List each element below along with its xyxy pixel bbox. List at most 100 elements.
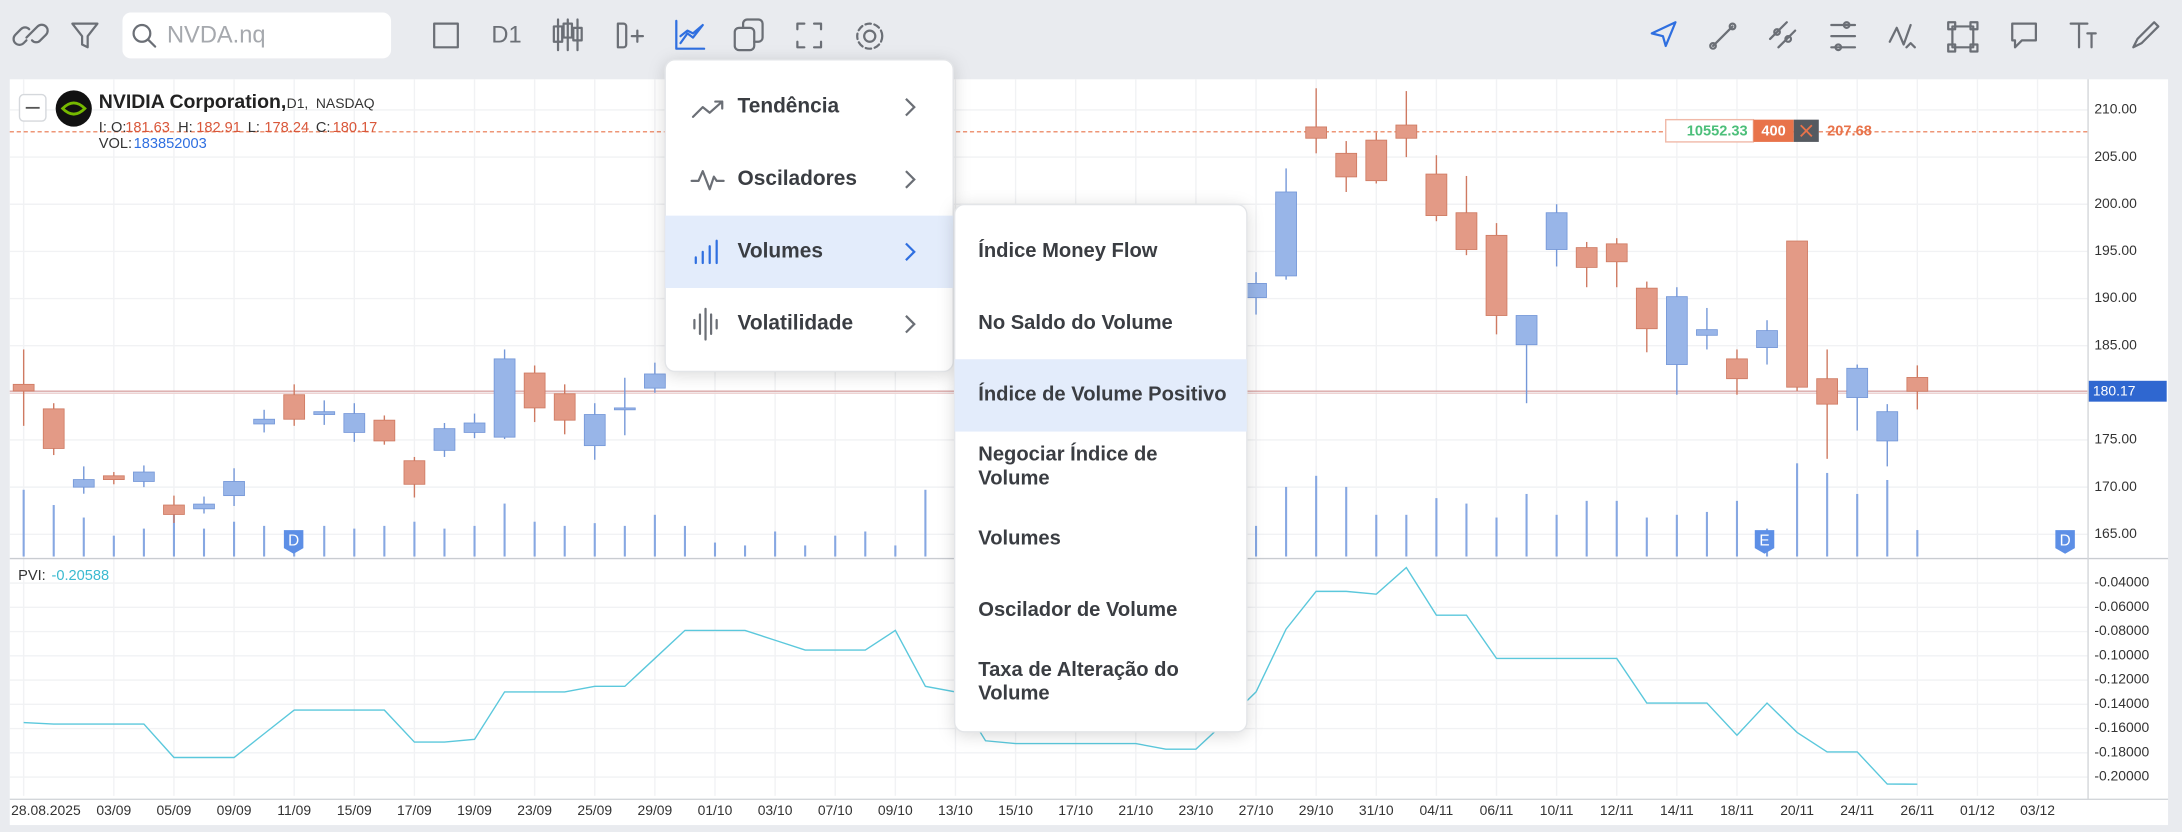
candles-button[interactable] (552, 18, 583, 52)
indicators-button[interactable] (675, 19, 706, 50)
x-tick-label: 01/12 (1960, 802, 1995, 818)
pattern-tool[interactable] (1888, 23, 1916, 49)
x-tick-label: 18/11 (1720, 802, 1754, 818)
volume-bar (473, 525, 476, 557)
text-tool[interactable] (2069, 22, 2097, 49)
menu-item[interactable]: Volumes (738, 239, 823, 262)
candle-body (613, 407, 636, 411)
x-tick-label: 12/11 (1600, 802, 1634, 818)
volume-bar (563, 525, 566, 557)
submenu-item[interactable]: Oscilador de Volume (978, 599, 1177, 621)
volume-bar (1675, 514, 1678, 557)
filter-button[interactable] (71, 22, 99, 49)
y-tick-label: 170.00 (2094, 478, 2137, 494)
submenu-item[interactable]: Volume (978, 467, 1049, 489)
symbol-logo (55, 90, 92, 127)
chevron (905, 170, 916, 189)
x-tick-label: 24/11 (1840, 802, 1874, 818)
candle-body (1876, 411, 1899, 442)
candle-body (1395, 124, 1418, 139)
volume-bar (1615, 500, 1618, 557)
y-tick-label: 205.00 (2094, 148, 2137, 164)
candle-body (1515, 315, 1538, 346)
menu-item[interactable]: Volatilidade (738, 312, 854, 335)
volume-bar (1405, 514, 1408, 557)
volume-bar (353, 528, 356, 557)
volume-bar (1705, 511, 1708, 557)
volume-bar (443, 528, 446, 557)
candle-body (1575, 247, 1598, 268)
x-tick-label: 17/10 (1058, 802, 1093, 818)
volume-bar (22, 489, 25, 557)
candle-body (1275, 191, 1297, 277)
high-label: H: (178, 120, 193, 136)
candle-body (463, 422, 486, 433)
submenu-item[interactable]: Índice Money Flow (978, 239, 1158, 262)
candle-body (1485, 234, 1508, 316)
volume-bar (774, 531, 777, 557)
candle-body (283, 394, 306, 420)
fib-tool[interactable] (1830, 21, 1857, 52)
volume-bar (202, 528, 206, 557)
candle-body (583, 414, 606, 447)
chart-type-button[interactable] (433, 22, 459, 49)
chevron (905, 315, 916, 334)
submenu-item[interactable]: Volume (978, 683, 1049, 705)
candle-body (1816, 378, 1839, 405)
event-marker[interactable] (283, 530, 304, 554)
note-tool[interactable] (2011, 22, 2037, 49)
volume-bar (864, 531, 867, 557)
order-value: 10552.33 (1687, 123, 1748, 139)
shape-tool[interactable] (1947, 21, 1979, 53)
candle-body (1726, 358, 1748, 380)
candle-body (1786, 240, 1808, 388)
settings-button[interactable] (856, 22, 884, 50)
menu-item[interactable]: Osciladores (738, 167, 857, 190)
compare-button[interactable] (616, 22, 645, 49)
event-label: D (2060, 532, 2071, 549)
volume-bar (924, 489, 927, 557)
candle-body (1635, 287, 1658, 330)
x-tick-label: 21/10 (1118, 802, 1153, 818)
volume-bar (1796, 463, 1799, 557)
y-tick-label: 210.00 (2094, 101, 2137, 117)
volume-bar (82, 517, 85, 557)
candle-body (343, 413, 366, 433)
menu-item[interactable]: Tendência (738, 95, 840, 118)
x-tick-label: 10/11 (1540, 802, 1574, 818)
channel-tool[interactable] (1768, 21, 1797, 49)
volume-bar (413, 521, 416, 557)
volume-bar (1254, 525, 1258, 557)
volume-bar (1525, 493, 1528, 557)
y-tick-label: -0.18000 (2094, 743, 2149, 759)
brush-tool[interactable] (2132, 21, 2160, 49)
fullscreen-button[interactable] (796, 22, 823, 49)
line-tool[interactable] (1709, 22, 1737, 50)
interval-button[interactable]: D1 (491, 22, 521, 48)
symbol-interval: D1, (287, 95, 309, 111)
y-tick-label: -0.06000 (2094, 598, 2149, 614)
volume-icon (694, 239, 718, 265)
submenu-item[interactable]: Negociar Índice de (978, 443, 1157, 466)
trade-button[interactable] (1650, 21, 1677, 48)
templates-button[interactable] (733, 18, 764, 52)
candle-body (102, 475, 125, 480)
submenu-item[interactable]: Taxa de Alteração do (978, 659, 1179, 681)
search-box[interactable] (122, 12, 392, 59)
submenu-item[interactable]: No Saldo do Volume (978, 312, 1173, 334)
submenu-item[interactable]: Volumes (978, 527, 1061, 549)
candle-body (373, 419, 396, 442)
event-marker[interactable] (2055, 530, 2075, 554)
candle-body (72, 479, 95, 488)
candle-body (1696, 329, 1718, 336)
x-tick-label: 03/10 (758, 802, 793, 818)
event-marker[interactable] (1754, 530, 1775, 554)
x-tick-label: 01/10 (698, 802, 733, 818)
submenu-item[interactable]: Índice de Volume Positivo (978, 383, 1226, 406)
link-button[interactable] (12, 23, 49, 46)
current-price-tag (2088, 380, 2167, 402)
x-tick-label: 17/09 (397, 802, 432, 818)
menu-items: Tendência Osciladores Volumes Volatilidade (665, 95, 954, 335)
candle-body (223, 481, 245, 497)
